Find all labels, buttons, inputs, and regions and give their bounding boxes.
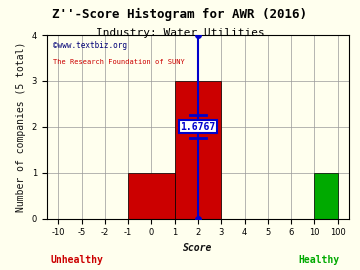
Text: Unhealthy: Unhealthy [51,255,103,265]
Y-axis label: Number of companies (5 total): Number of companies (5 total) [16,42,26,212]
Bar [175,81,221,219]
Text: Industry: Water Utilities: Industry: Water Utilities [96,28,264,38]
Text: ©www.textbiz.org: ©www.textbiz.org [53,40,127,50]
X-axis label: Score: Score [183,243,213,253]
Bar [314,173,338,219]
Bar [128,173,175,219]
Text: Healthy: Healthy [298,255,339,265]
Text: Z''-Score Histogram for AWR (2016): Z''-Score Histogram for AWR (2016) [53,8,307,21]
Text: The Research Foundation of SUNY: The Research Foundation of SUNY [53,59,185,65]
Text: 1.6767: 1.6767 [180,122,216,132]
